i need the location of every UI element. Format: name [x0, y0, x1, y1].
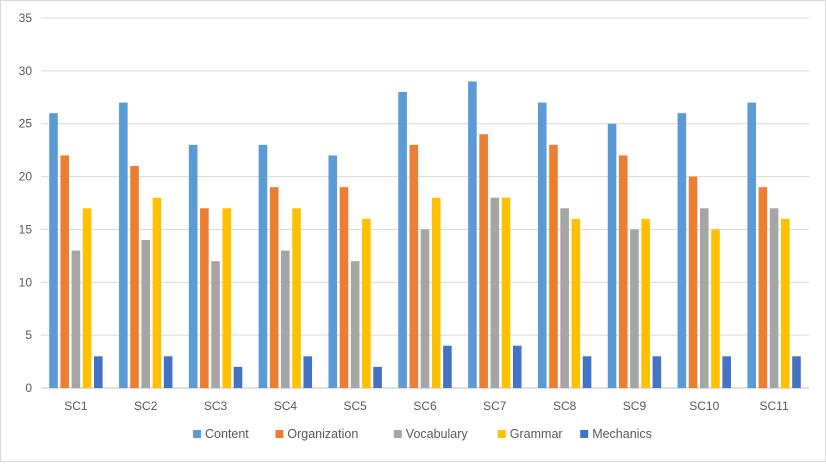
bar-mechanics-sc9 — [652, 356, 662, 388]
bar-content-sc4 — [258, 144, 268, 388]
y-tick-label: 15 — [19, 222, 33, 236]
legend-swatch-grammar — [497, 430, 506, 438]
bar-grammar-sc1 — [82, 208, 92, 388]
bar-grammar-sc8 — [571, 218, 581, 388]
legend-label-content: Content — [205, 427, 249, 441]
bar-content-sc11 — [747, 102, 756, 388]
bar-mechanics-sc4 — [303, 356, 313, 388]
x-tick-label: SC6 — [413, 399, 437, 413]
bar-vocabulary-sc4 — [281, 250, 290, 388]
bar-content-sc1 — [49, 113, 58, 388]
bar-grammar-sc11 — [780, 218, 790, 388]
x-tick-label: SC8 — [553, 399, 577, 413]
bar-organization-sc3 — [200, 208, 209, 388]
bar-grammar-sc10 — [711, 229, 720, 388]
bar-vocabulary-sc9 — [630, 229, 639, 388]
bar-content-sc2 — [119, 102, 128, 388]
bar-mechanics-sc3 — [233, 366, 243, 388]
bar-vocabulary-sc6 — [420, 229, 430, 388]
bar-grammar-sc5 — [362, 218, 371, 388]
x-tick-label: SC1 — [64, 399, 88, 413]
legend-swatch-mechanics — [580, 430, 589, 438]
bar-vocabulary-sc7 — [490, 197, 500, 388]
bar-mechanics-sc6 — [443, 345, 452, 388]
bar-mechanics-sc11 — [792, 356, 801, 388]
legend-swatch-organization — [275, 430, 284, 438]
bar-mechanics-sc5 — [373, 366, 382, 388]
x-tick-label: SC2 — [134, 399, 158, 413]
bar-content-sc6 — [398, 92, 407, 388]
bar-organization-sc7 — [479, 134, 488, 388]
bar-content-sc8 — [537, 102, 547, 388]
bar-mechanics-sc10 — [722, 356, 731, 388]
bar-content-sc10 — [677, 113, 687, 388]
bar-vocabulary-sc8 — [560, 208, 569, 388]
x-tick-label: SC3 — [204, 399, 228, 413]
bar-organization-sc6 — [409, 144, 419, 388]
legend-label-grammar: Grammar — [510, 427, 563, 441]
x-tick-label: SC11 — [760, 399, 789, 413]
y-tick-label: 5 — [25, 328, 32, 342]
bar-organization-sc4 — [269, 187, 279, 388]
x-tick-label: SC7 — [483, 399, 507, 413]
y-tick-label: 25 — [19, 117, 33, 131]
legend-swatch-content — [193, 430, 201, 438]
bar-vocabulary-sc1 — [71, 250, 81, 388]
y-tick-label: 10 — [19, 275, 33, 289]
legend-swatch-vocabulary — [393, 430, 402, 438]
bar-vocabulary-sc5 — [350, 261, 360, 388]
bar-vocabulary-sc3 — [211, 261, 220, 388]
bar-content-sc9 — [607, 123, 617, 389]
bar-organization-sc5 — [339, 187, 349, 388]
bar-organization-sc2 — [130, 166, 139, 388]
bar-grammar-sc6 — [431, 197, 441, 388]
legend-label-mechanics: Mechanics — [592, 427, 652, 441]
y-tick-label: 30 — [19, 64, 33, 78]
bar-content-sc3 — [188, 144, 198, 388]
bar-grammar-sc2 — [152, 197, 162, 388]
x-tick-label: SC9 — [623, 399, 647, 413]
bar-mechanics-sc8 — [582, 356, 592, 388]
x-tick-label: SC4 — [274, 399, 298, 413]
bar-grammar-sc9 — [641, 218, 650, 388]
bar-organization-sc9 — [618, 155, 628, 388]
legend-label-vocabulary: Vocabulary — [406, 427, 469, 441]
x-tick-label: SC5 — [344, 399, 368, 413]
bar-vocabulary-sc2 — [141, 240, 151, 388]
bar-vocabulary-sc10 — [699, 208, 709, 388]
y-tick-label: 35 — [19, 11, 33, 25]
bar-content-sc7 — [468, 81, 477, 389]
legend-label-organization: Organization — [287, 427, 358, 441]
y-tick-label: 20 — [19, 170, 33, 184]
bar-vocabulary-sc11 — [769, 208, 779, 388]
bar-content-sc5 — [328, 155, 338, 388]
bar-mechanics-sc7 — [512, 345, 522, 388]
x-tick-label: SC10 — [689, 399, 719, 413]
y-tick-label: 0 — [25, 381, 32, 395]
bar-grammar-sc3 — [222, 208, 232, 388]
bar-mechanics-sc2 — [163, 356, 173, 388]
bar-organization-sc10 — [688, 176, 698, 388]
bar-organization-sc11 — [758, 187, 768, 388]
bar-organization-sc8 — [549, 144, 558, 388]
bar-mechanics-sc1 — [94, 356, 103, 388]
bar-grammar-sc4 — [292, 208, 301, 388]
bar-grammar-sc7 — [501, 197, 511, 388]
bar-organization-sc1 — [60, 155, 70, 388]
